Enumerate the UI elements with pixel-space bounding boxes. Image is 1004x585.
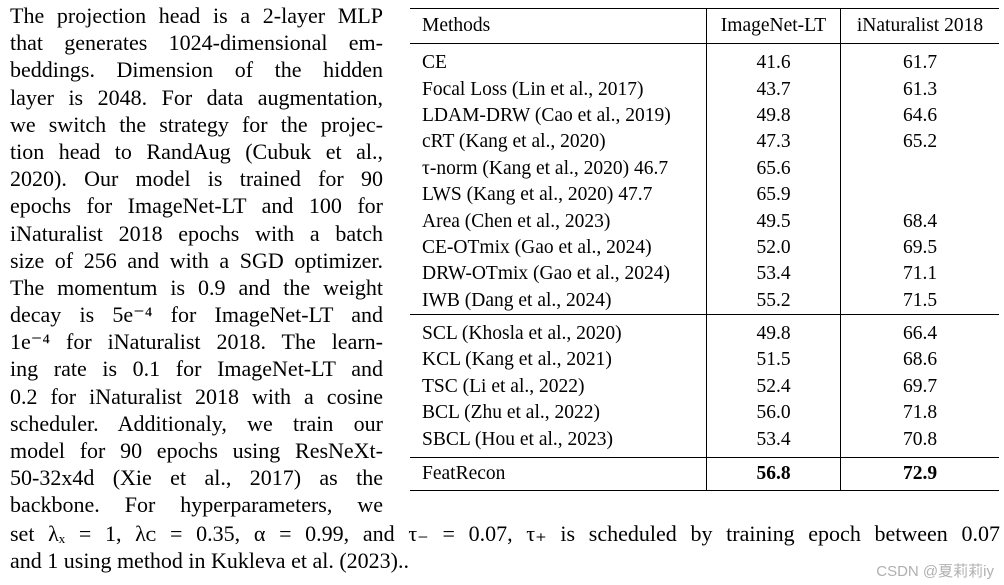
imagenet-cell: 49.5: [706, 208, 841, 235]
method-cell: FeatRecon: [410, 456, 707, 491]
results-table: Methods ImageNet-LT iNaturalist 2018 CE 4…: [410, 8, 999, 491]
text-line: tion head to RandAug (Cubuk et al.,: [10, 138, 383, 164]
table-row: Area (Chen et al., 2023) 49.5 68.4: [410, 208, 999, 235]
table-group-ours: FeatRecon 56.8 72.9: [410, 456, 999, 491]
table-row: DRW-OTmix (Gao et al., 2024) 53.4 71.1: [410, 261, 999, 288]
imagenet-cell: 56.0: [706, 400, 841, 427]
inaturalist-cell: 61.7: [840, 43, 999, 77]
method-cell: KCL (Kang et al., 2021): [422, 349, 612, 371]
text-line: set λₓ = 1, λᴄ = 0.35, α = 0.99, and τ₋ …: [10, 521, 1000, 546]
inaturalist-cell: 68.4: [840, 208, 999, 235]
imagenet-cell: 49.8: [706, 102, 841, 130]
table-row: τ-norm (Kang et al., 2020) 46.7 65.6: [410, 155, 999, 182]
text-line: 50-32x4d (Xie et al., 2017) as the: [10, 465, 383, 491]
text-line: we switch the strategy for the projec-: [10, 111, 383, 137]
method-cell: LDAM-DRW (Cao et al., 2019): [422, 104, 671, 126]
imagenet-cell: 65.9: [706, 181, 841, 209]
text-line: and 1 using method in Kukleva et al. (20…: [10, 548, 409, 573]
table-row: CE 41.6 61.7: [410, 43, 999, 77]
text-line: model for 90 epochs using ResNeXt-: [10, 438, 383, 463]
text-line: scheduler. Additionaly, we train our: [10, 410, 383, 436]
imagenet-cell: 51.5: [706, 347, 841, 374]
table-row: LDAM-DRW (Cao et al., 2019) 49.8 64.6: [410, 102, 999, 130]
inaturalist-cell: 71.5: [840, 287, 999, 315]
table-row: cRT (Kang et al., 2020) 47.3 65.2: [410, 129, 999, 156]
imagenet-cell: 43.7: [706, 76, 841, 103]
method-cell: SBCL (Hou et al., 2023): [422, 428, 614, 450]
imagenet-cell: 52.4: [706, 373, 841, 401]
table-row: Focal Loss (Lin et al., 2017) 43.7 61.3: [410, 76, 999, 103]
inaturalist-cell: [840, 181, 999, 209]
inaturalist-cell: 71.8: [840, 400, 999, 427]
method-cell: LWS (Kang et al., 2020) 47.7: [422, 184, 653, 206]
text-line: epochs for ImageNet-LT and 100 for: [10, 193, 383, 219]
inaturalist-cell: 68.6: [840, 347, 999, 374]
table-group-contrastive: SCL (Khosla et al., 2020) 49.8 66.4 KCL (K…: [410, 313, 999, 458]
method-cell: CE-OTmix (Gao et al., 2024): [422, 236, 652, 258]
imagenet-cell: 53.4: [706, 426, 841, 458]
method-cell: Area (Chen et al., 2023): [422, 210, 611, 232]
table-row: IWB (Dang et al., 2024) 55.2 71.5: [410, 287, 999, 315]
method-cell: DRW-OTmix (Gao et al., 2024): [422, 263, 671, 285]
table-row: SBCL (Hou et al., 2023) 53.4 70.8: [410, 426, 999, 458]
watermark: CSDN @夏莉莉iy: [876, 563, 994, 580]
method-cell: SCL (Khosla et al., 2020): [410, 313, 707, 348]
inaturalist-cell: 65.2: [840, 129, 999, 156]
body-text-bottom: set λₓ = 1, λᴄ = 0.35, α = 0.99, and τ₋ …: [10, 520, 1000, 574]
inaturalist-cell: 70.8: [840, 426, 999, 458]
table-row: KCL (Kang et al., 2021) 51.5 68.6: [410, 347, 999, 374]
table-header-row: Methods ImageNet-LT iNaturalist 2018: [410, 8, 999, 44]
imagenet-cell: 47.3: [706, 129, 841, 156]
table-row: LWS (Kang et al., 2020) 47.7 65.9: [410, 181, 999, 209]
header-imagenet-lt: ImageNet-LT: [706, 8, 841, 44]
table-row: FeatRecon 56.8 72.9: [410, 456, 999, 491]
imagenet-cell: 55.2: [706, 287, 841, 315]
inaturalist-cell: 64.6: [840, 102, 999, 130]
body-text-left-column: The projection head is a 2-layer MLP tha…: [10, 2, 383, 519]
method-cell: cRT (Kang et al., 2020): [422, 131, 606, 153]
text-line: that generates 1024-dimensional em-: [10, 30, 383, 56]
method-cell: Focal Loss (Lin et al., 2017): [422, 78, 644, 100]
text-line: layer is 2048. For data augmentation,: [10, 84, 383, 110]
inaturalist-cell: 69.5: [840, 234, 999, 262]
text-line: 1e⁻⁴ for iNaturalist 2018. The learn-: [10, 329, 383, 355]
text-line: 0.2 for iNaturalist 2018 with a cosine: [10, 383, 383, 409]
text-line: size of 256 and with a SGD optimizer.: [10, 247, 383, 273]
imagenet-cell: 56.8: [706, 456, 841, 491]
table-row: SCL (Khosla et al., 2020) 49.8 66.4: [410, 313, 999, 348]
table-row: TSC (Li et al., 2022) 52.4 69.7: [410, 373, 999, 401]
imagenet-cell: 41.6: [706, 43, 841, 77]
imagenet-cell: 53.4: [706, 261, 841, 288]
inaturalist-cell: 69.7: [840, 373, 999, 401]
imagenet-cell: 65.6: [706, 155, 841, 182]
method-cell: IWB (Dang et al., 2024): [422, 289, 612, 311]
method-cell: CE: [422, 52, 447, 74]
text-line: ing rate is 0.1 for ImageNet-LT and: [10, 356, 383, 382]
text-line: iNaturalist 2018 epochs with a batch: [10, 220, 383, 246]
table-row: BCL (Zhu et al., 2022) 56.0 71.8: [410, 400, 999, 427]
inaturalist-cell: [840, 155, 999, 182]
method-cell: τ-norm (Kang et al., 2020) 46.7: [422, 157, 669, 179]
text-line: The momentum is 0.9 and the weight: [10, 274, 383, 300]
text-line: decay is 5e⁻⁴ for ImageNet-LT and: [10, 302, 383, 328]
text-line: backbone. For hyperparameters, we: [10, 492, 383, 518]
inaturalist-cell: 71.1: [840, 261, 999, 288]
method-cell: TSC (Li et al., 2022): [422, 375, 585, 397]
method-cell: BCL (Zhu et al., 2022): [422, 402, 600, 424]
imagenet-cell: 49.8: [706, 313, 841, 348]
inaturalist-cell: 66.4: [840, 313, 999, 348]
text-line: beddings. Dimension of the hidden: [10, 57, 383, 83]
header-inaturalist-2018: iNaturalist 2018: [840, 8, 999, 44]
text-line: The projection head is a 2-layer MLP: [10, 3, 383, 28]
inaturalist-cell: 61.3: [840, 76, 999, 103]
inaturalist-cell: 72.9: [840, 456, 999, 491]
table-group-baselines: CE 41.6 61.7 Focal Loss (Lin et al., 2017)…: [410, 43, 999, 315]
imagenet-cell: 52.0: [706, 234, 841, 262]
text-line: 2020). Our model is trained for 90: [10, 166, 383, 192]
header-methods: Methods: [410, 8, 707, 44]
table-row: CE-OTmix (Gao et al., 2024) 52.0 69.5: [410, 234, 999, 262]
